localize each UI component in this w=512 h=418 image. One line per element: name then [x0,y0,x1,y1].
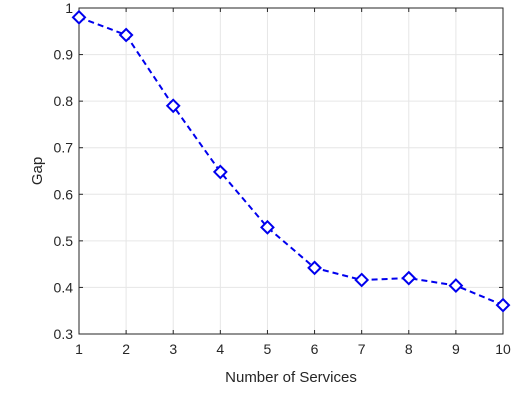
x-tick-label: 7 [358,341,366,357]
plot-area-frame [78,7,504,335]
x-tick-label: 1 [75,341,83,357]
data-point-diamond [118,27,134,43]
data-point-diamond [354,272,370,288]
x-tick-label: 5 [264,341,272,357]
x-tick-label: 3 [169,341,177,357]
y-tick-label: 0.6 [54,186,74,202]
x-tick-label: 10 [495,341,511,357]
data-point-diamond [448,278,464,293]
data-point-diamond [165,98,181,114]
x-tick-label: 6 [311,341,319,357]
axes: 1 2 3 4 5 6 7 8 9 10 0.3 0.4 0.5 0.6 0.7 0.8 0.9 1 [54,0,511,357]
y-tick-label: 0.8 [54,93,74,109]
y-tick-label: 0.5 [54,233,74,249]
data-point-diamond [260,219,275,235]
x-tick-label: 4 [216,341,224,357]
y-tick-label: 0.4 [54,279,74,295]
data-point-diamond [71,9,87,25]
grid-lines [79,8,503,334]
x-tick-label: 8 [405,341,413,357]
series-line [78,16,504,307]
figure-caption-fragment [0,398,512,418]
line-chart: 1 2 3 4 5 6 7 8 9 10 0.3 0.4 0.5 0.6 0.7 0.8 0.9 1 Number… [29,0,511,386]
y-tick-label: 0.3 [54,326,74,342]
series-layer [71,9,511,313]
y-axis-label: Gap [29,157,46,185]
x-tick-label: 9 [452,341,460,357]
y-tick-label: 1 [65,0,73,16]
y-tick-label: 0.7 [54,140,74,156]
x-axis-label: Number of Services [225,369,357,386]
data-point-diamond [401,270,417,286]
data-point-diamond [212,164,228,180]
y-tick-label: 0.9 [54,47,74,63]
data-point-diamond [307,260,322,276]
x-tick-label: 2 [122,341,130,357]
data-point-diamond [495,297,511,313]
